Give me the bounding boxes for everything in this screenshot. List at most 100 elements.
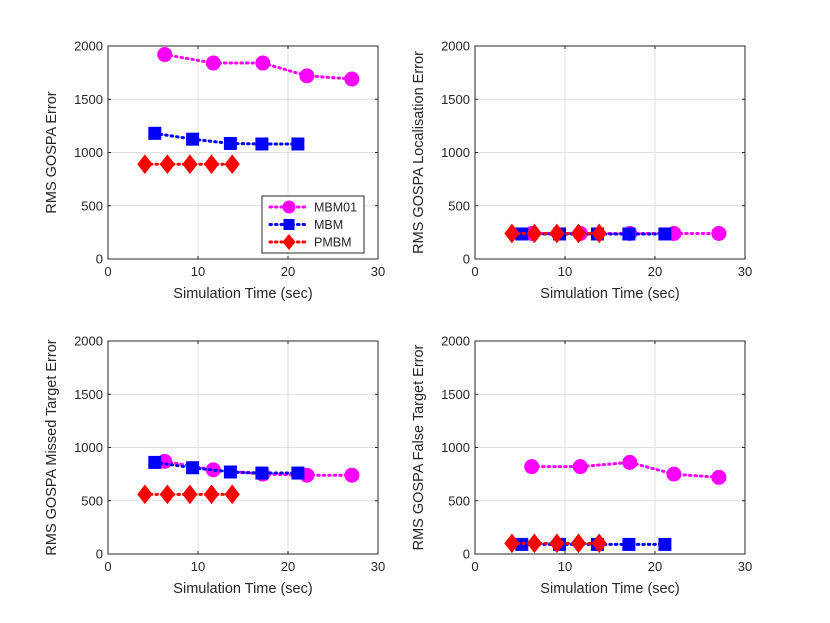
data-point-pmbm [504, 223, 520, 244]
y-tick-label: 1500 [441, 92, 470, 107]
x-tick-label: 20 [281, 559, 295, 574]
data-point-pmbm [137, 484, 153, 505]
data-point-pmbm [203, 484, 220, 505]
data-point-pmbm [137, 154, 153, 175]
x-tick-label: 10 [191, 264, 205, 279]
y-tick-label: 500 [448, 198, 470, 213]
x-tick-label: 10 [558, 559, 572, 574]
x-tick-label: 30 [371, 264, 385, 279]
y-axis-label: RMS GOSPA Missed Target Error [44, 339, 60, 555]
x-tick-label: 20 [281, 264, 295, 279]
data-point-mbm01 [299, 68, 315, 84]
x-tick-label: 30 [371, 559, 385, 574]
x-tick-label: 30 [738, 559, 752, 574]
data-point-mbm01 [572, 459, 588, 475]
data-point-pmbm [570, 223, 587, 244]
x-tick-label: 10 [558, 264, 572, 279]
x-tick-label: 20 [648, 264, 662, 279]
data-point-pmbm [182, 154, 198, 175]
x-axis-label: Simulation Time (sec) [173, 581, 312, 597]
y-tick-label: 2000 [441, 334, 470, 349]
y-tick-label: 0 [463, 547, 470, 562]
y-tick-label: 1500 [74, 387, 103, 402]
data-point-mbm [148, 455, 162, 469]
y-tick-label: 2000 [74, 39, 103, 54]
legend-label-pmbm: PMBM [314, 236, 352, 250]
data-point-mbm [658, 537, 672, 551]
data-point-pmbm [224, 154, 240, 175]
data-point-mbm [223, 465, 237, 479]
x-axis-label: Simulation Time (sec) [540, 286, 679, 302]
data-point-pmbm [224, 484, 240, 505]
y-tick-label: 2000 [441, 39, 470, 54]
x-tick-label: 0 [104, 264, 111, 279]
y-tick-label: 500 [81, 493, 103, 508]
data-point-pmbm [549, 223, 565, 244]
legend-box [261, 195, 365, 254]
series-group [504, 454, 727, 554]
data-point-mbm01 [711, 225, 727, 241]
subplot-false-target-error: 0 10 20 30 0 500 1000 1500 2000 Simulation Time (… [411, 334, 752, 598]
data-point-mbm [658, 227, 672, 241]
y-tick-label: 0 [96, 547, 103, 562]
x-tick-label: 0 [104, 559, 111, 574]
data-point-mbm [255, 466, 269, 480]
data-point-pmbm [526, 223, 543, 244]
series-group [504, 223, 727, 244]
data-point-pmbm [591, 533, 607, 554]
subplot-missed-target-error: 0 10 20 30 0 500 1000 1500 2000 Simulation Time (… [44, 334, 385, 598]
data-point-pmbm [203, 154, 220, 175]
data-point-mbm01 [205, 55, 221, 71]
legend-label-mbm01: MBM01 [314, 201, 357, 215]
y-tick-label: 500 [448, 493, 470, 508]
data-point-pmbm [549, 533, 565, 554]
data-point-mbm01 [255, 55, 271, 71]
data-point-mbm [223, 136, 237, 150]
y-tick-label: 1500 [441, 387, 470, 402]
y-tick-label: 1000 [74, 440, 103, 455]
y-tick-label: 1000 [74, 145, 103, 160]
data-point-pmbm [159, 154, 176, 175]
data-point-mbm [291, 466, 305, 480]
x-axis-label: Simulation Time (sec) [540, 581, 679, 597]
data-point-mbm [255, 137, 269, 151]
data-point-mbm01 [157, 47, 173, 63]
data-point-mbm [148, 126, 162, 140]
y-tick-label: 1000 [441, 145, 470, 160]
data-point-pmbm [182, 484, 198, 505]
legend-marker-mbm [283, 219, 295, 230]
legend-marker-mbm01 [282, 200, 296, 214]
series-group [137, 47, 360, 175]
data-point-pmbm [526, 533, 543, 554]
legend: MBM01 MBM PMBM [261, 195, 365, 254]
data-point-mbm [622, 227, 636, 241]
data-point-pmbm [570, 533, 587, 554]
x-tick-label: 10 [191, 559, 205, 574]
data-point-mbm01 [344, 467, 360, 483]
legend-marker-pmbm [282, 234, 296, 250]
y-tick-label: 1500 [74, 92, 103, 107]
data-point-mbm [291, 137, 305, 151]
data-point-mbm01 [622, 454, 638, 470]
data-point-mbm01 [344, 71, 360, 87]
y-tick-label: 2000 [74, 334, 103, 349]
data-point-mbm [186, 132, 200, 146]
subplot-localisation-error: 0 10 20 30 0 500 1000 1500 2000 Simulation Time (… [411, 39, 752, 303]
data-point-mbm01 [524, 459, 540, 475]
x-axis-label: Simulation Time (sec) [173, 286, 312, 302]
y-axis-label: RMS GOSPA False Target Error [411, 344, 427, 550]
data-point-pmbm [591, 223, 607, 244]
y-tick-label: 1000 [441, 440, 470, 455]
data-point-pmbm [504, 533, 520, 554]
y-tick-label: 0 [96, 252, 103, 267]
series-group [137, 453, 360, 505]
y-axis-label: RMS GOSPA Error [44, 91, 60, 213]
y-axis-label: RMS GOSPA Localisation Error [411, 51, 427, 254]
x-tick-label: 30 [738, 264, 752, 279]
y-tick-label: 0 [463, 252, 470, 267]
x-tick-label: 0 [471, 264, 478, 279]
y-tick-label: 500 [81, 198, 103, 213]
legend-label-mbm: MBM [314, 218, 343, 232]
data-point-mbm [622, 537, 636, 551]
